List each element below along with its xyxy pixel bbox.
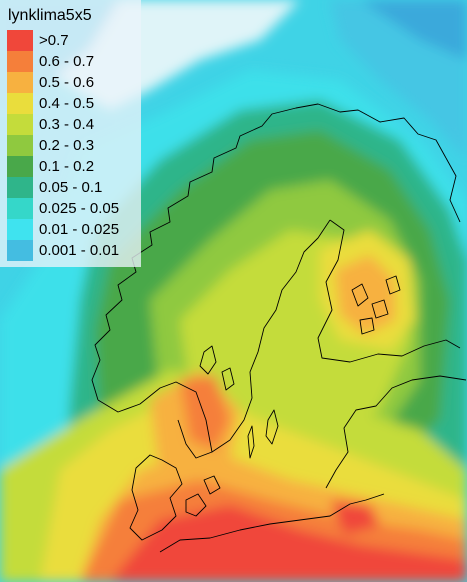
legend-panel: lynklima5x5 >0.7 0.6 - 0.7 0.5 - 0.6 0.4 - …: [0, 0, 141, 267]
legend-label: 0.05 - 0.1: [39, 179, 103, 196]
legend-label: 0.01 - 0.025: [39, 221, 120, 238]
legend-swatch: [7, 93, 33, 114]
legend-item: 0.01 - 0.025: [0, 219, 141, 240]
coastline-denmark: [129, 454, 183, 541]
legend-item: 0.001 - 0.01: [0, 240, 141, 261]
legend-item: >0.7: [0, 30, 141, 51]
legend-items: >0.7 0.6 - 0.7 0.5 - 0.6 0.4 - 0.5 0.3 - 0.4…: [0, 30, 141, 261]
legend-label: 0.5 - 0.6: [39, 74, 95, 91]
coastline-baltics: [325, 375, 467, 489]
coastline-germany-poland: [159, 493, 385, 553]
coastline-south-scandinavia: [97, 381, 213, 459]
legend-item: 0.2 - 0.3: [0, 135, 141, 156]
legend-swatch: [7, 198, 33, 219]
legend-item: 0.05 - 0.1: [0, 177, 141, 198]
legend-swatch: [7, 240, 33, 261]
legend-label: 0.1 - 0.2: [39, 158, 95, 175]
legend-item: 0.5 - 0.6: [0, 72, 141, 93]
legend-swatch: [7, 30, 33, 51]
legend-label: 0.025 - 0.05: [39, 200, 120, 217]
coastline-finland: [317, 219, 461, 363]
legend-swatch: [7, 219, 33, 240]
legend-title: lynklima5x5: [8, 7, 92, 24]
legend-swatch: [7, 177, 33, 198]
legend-label: 0.2 - 0.3: [39, 137, 95, 154]
legend-swatch: [7, 156, 33, 177]
legend-label: >0.7: [39, 32, 69, 49]
legend-label: 0.4 - 0.5: [39, 95, 95, 112]
coastlines: [91, 103, 467, 553]
coastline-sweden-east: [211, 219, 331, 453]
legend-swatch: [7, 72, 33, 93]
legend-label: 0.3 - 0.4: [39, 116, 95, 133]
legend-label: 0.001 - 0.01: [39, 242, 120, 259]
legend-item: 0.4 - 0.5: [0, 93, 141, 114]
island-gotland: [265, 409, 279, 445]
legend-swatch: [7, 114, 33, 135]
legend-swatch: [7, 135, 33, 156]
legend-item: 0.025 - 0.05: [0, 198, 141, 219]
coastline-norway: [91, 103, 447, 401]
legend-swatch: [7, 51, 33, 72]
legend-item: 0.1 - 0.2: [0, 156, 141, 177]
legend-item: 0.3 - 0.4: [0, 114, 141, 135]
legend-item: 0.6 - 0.7: [0, 51, 141, 72]
legend-label: 0.6 - 0.7: [39, 53, 95, 70]
